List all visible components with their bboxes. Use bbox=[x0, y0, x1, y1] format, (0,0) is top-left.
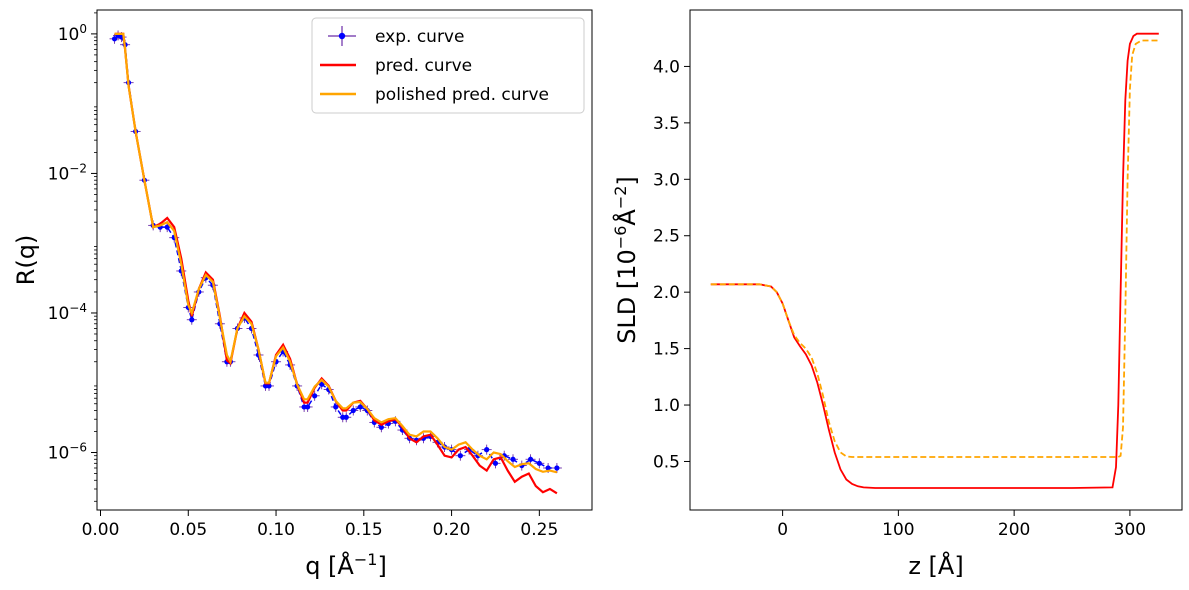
right-y-tick-label: 4.0 bbox=[653, 57, 680, 77]
exp-point bbox=[545, 465, 551, 471]
right-y-tick-label: 1.5 bbox=[653, 340, 680, 360]
right-y-tick-label: 3.0 bbox=[653, 170, 680, 190]
left-x-tick-label: 0.00 bbox=[82, 520, 120, 540]
legend-label-pred-curve: pred. curve bbox=[375, 56, 472, 76]
legend-label-exp-curve: exp. curve bbox=[375, 27, 464, 47]
exp-point bbox=[554, 465, 560, 471]
left-x-tick-label: 0.25 bbox=[520, 520, 558, 540]
exp-point bbox=[527, 456, 534, 462]
right-plot-frame bbox=[689, 9, 1183, 511]
right-y-tick-label: 3.5 bbox=[653, 114, 680, 134]
right-y-tick-label: 0.5 bbox=[653, 452, 680, 472]
legend-entry-exp-curve: exp. curve bbox=[328, 26, 464, 47]
exp-point bbox=[350, 407, 356, 414]
right-x-tick-label: 0 bbox=[777, 520, 788, 540]
right-x-tick-label: 300 bbox=[1114, 520, 1146, 540]
exp-point bbox=[333, 404, 339, 410]
legend-label-polished-pred-curve: polished pred. curve bbox=[375, 85, 549, 105]
right-y-tick-label: 2.5 bbox=[653, 227, 680, 247]
left-x-tick-label: 0.10 bbox=[257, 520, 295, 540]
legend: exp. curve pred. curve polished pred. cu… bbox=[311, 17, 585, 114]
exp-point bbox=[164, 224, 170, 230]
left-plot-frame bbox=[96, 9, 593, 511]
right-y-tick-label: 1.0 bbox=[653, 396, 680, 416]
right-y-axis-label: SLD [10−6Å−2] bbox=[611, 176, 642, 344]
left-y-tick-label: 10−4 bbox=[48, 301, 87, 324]
left-y-axis-label: R(q) bbox=[12, 235, 40, 286]
sld-polished-line bbox=[710, 39, 1159, 458]
exp-point bbox=[319, 381, 325, 387]
exp-point bbox=[343, 414, 349, 420]
left-x-tick-label: 0.20 bbox=[433, 520, 471, 540]
left-plot: 0.00 0.05 0.10 0.15 0.20 0.2510010−210−410−6 … bbox=[12, 9, 593, 581]
exp-point bbox=[111, 36, 118, 42]
exp-point bbox=[484, 447, 490, 453]
exp-point bbox=[536, 460, 542, 466]
legend-box bbox=[311, 17, 585, 114]
exp-point bbox=[312, 393, 318, 399]
exp-point bbox=[189, 317, 195, 323]
exp-point bbox=[492, 460, 499, 466]
sld-pred-line bbox=[710, 32, 1159, 489]
exp-point bbox=[266, 383, 272, 389]
right-x-tick-label: 200 bbox=[998, 520, 1030, 540]
exp-point bbox=[510, 456, 516, 462]
exp-point bbox=[357, 404, 363, 410]
right-plot: 0 100 200 300 0.5 1.0 1.5 2.0 2.5 3.0 3.5 4.0 z [Å]… bbox=[611, 9, 1183, 580]
left-x-tick-label: 0.15 bbox=[345, 520, 383, 540]
legend-marker-exp-dot bbox=[338, 32, 346, 40]
exp-point bbox=[378, 424, 384, 430]
left-y-tick-label: 100 bbox=[58, 22, 87, 45]
exp-point bbox=[305, 404, 311, 410]
exp-point bbox=[457, 453, 463, 459]
polished-pred-curve-line bbox=[114, 32, 558, 474]
legend-entry-polished-pred-curve: polished pred. curve bbox=[320, 85, 549, 105]
legend-entry-pred-curve: pred. curve bbox=[320, 56, 472, 76]
left-y-tick-label: 10−2 bbox=[48, 161, 87, 184]
left-x-tick-label: 0.05 bbox=[169, 520, 207, 540]
left-x-axis-label: q [Å−1] bbox=[305, 550, 387, 581]
left-y-tick-label: 10−6 bbox=[48, 441, 87, 464]
right-x-tick-label: 100 bbox=[882, 520, 914, 540]
right-x-axis-label: z [Å] bbox=[908, 551, 963, 580]
right-y-tick-label: 2.0 bbox=[653, 283, 680, 303]
